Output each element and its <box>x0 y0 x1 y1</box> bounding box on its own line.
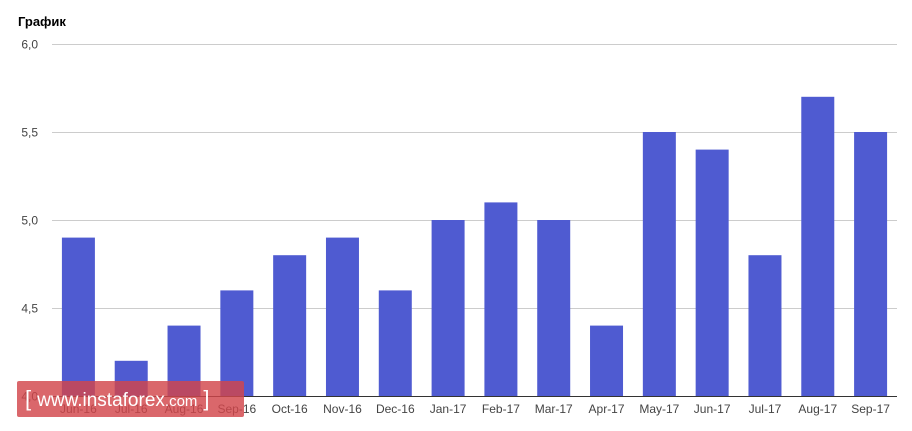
bar-sep-17 <box>854 132 888 396</box>
x-tick-label: May-17 <box>639 402 679 416</box>
x-tick-label: Jan-17 <box>430 402 467 416</box>
bar-jun-17 <box>695 149 729 396</box>
y-tick-label: 5,5 <box>21 126 38 140</box>
bar-oct-16 <box>273 255 307 396</box>
watermark-bracket-close: ] <box>203 386 210 411</box>
bar-jul-17 <box>748 255 782 396</box>
watermark-suffix: .com <box>164 393 198 410</box>
bar-jun-16 <box>61 237 95 396</box>
bar-may-17 <box>642 132 676 396</box>
x-tick-label: Jul-17 <box>749 402 782 416</box>
watermark: [www.instaforex.com] <box>17 381 244 417</box>
y-tick-label: 4,5 <box>21 302 38 316</box>
y-tick-label: 5,0 <box>21 214 38 228</box>
y-axis-ticks: 4,04,55,05,56,0 <box>21 38 38 404</box>
bar-sep-16 <box>220 290 254 396</box>
x-tick-label: Oct-16 <box>272 402 308 416</box>
x-tick-label: Apr-17 <box>589 402 625 416</box>
bar-mar-17 <box>537 220 571 396</box>
x-tick-label: Sep-17 <box>851 402 890 416</box>
bar-dec-16 <box>378 290 412 396</box>
x-tick-label: Mar-17 <box>535 402 573 416</box>
x-tick-label: Feb-17 <box>482 402 520 416</box>
watermark-bracket-open: [ <box>25 386 32 411</box>
x-tick-label: Nov-16 <box>323 402 362 416</box>
bar-apr-17 <box>590 325 624 396</box>
y-tick-label: 6,0 <box>21 38 38 52</box>
x-tick-label: Aug-17 <box>798 402 837 416</box>
bar-feb-17 <box>484 202 518 396</box>
x-tick-label: Jun-17 <box>694 402 731 416</box>
bar-aug-17 <box>801 96 835 397</box>
bar-jan-17 <box>431 220 465 396</box>
bar-nov-16 <box>325 237 359 396</box>
watermark-text: www.instaforex <box>37 390 165 411</box>
bars <box>61 96 888 397</box>
x-tick-label: Dec-16 <box>376 402 415 416</box>
chart-title: График <box>18 14 66 29</box>
